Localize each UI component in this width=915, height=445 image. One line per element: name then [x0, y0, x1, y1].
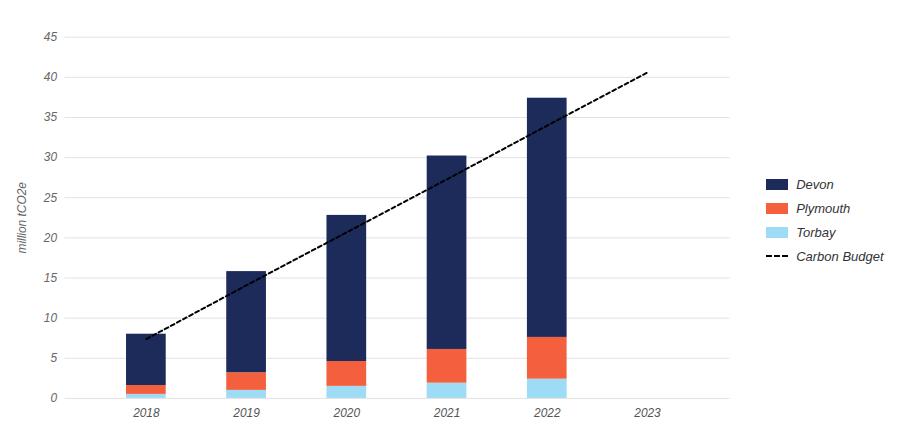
svg-text:45: 45: [44, 30, 58, 44]
html-text:Carbon Budget: Carbon Budget: [796, 248, 884, 264]
svg-text:2018: 2018: [132, 406, 160, 420]
html-text:Plymouth: Plymouth: [796, 200, 851, 216]
svg-text:2023: 2023: [633, 406, 661, 420]
html-text:Torbay: Torbay: [796, 224, 836, 240]
svg-text:million tCO2e: million tCO2e: [15, 182, 29, 254]
svg-text:2019: 2019: [232, 406, 260, 420]
svg-text:2020: 2020: [333, 406, 361, 420]
html-text:Devon: Devon: [796, 176, 834, 192]
svg-text:35: 35: [44, 110, 58, 124]
svg-text:20: 20: [43, 231, 58, 245]
svg-text:40: 40: [44, 70, 58, 84]
svg-text:30: 30: [44, 150, 58, 164]
svg-text:2021: 2021: [433, 406, 460, 420]
svg-text:5: 5: [50, 351, 57, 365]
svg-text:25: 25: [43, 191, 58, 205]
svg-text:0: 0: [50, 391, 57, 405]
svg-text:2022: 2022: [533, 406, 561, 420]
svg-text:15: 15: [44, 271, 58, 285]
svg-text:10: 10: [44, 311, 58, 325]
